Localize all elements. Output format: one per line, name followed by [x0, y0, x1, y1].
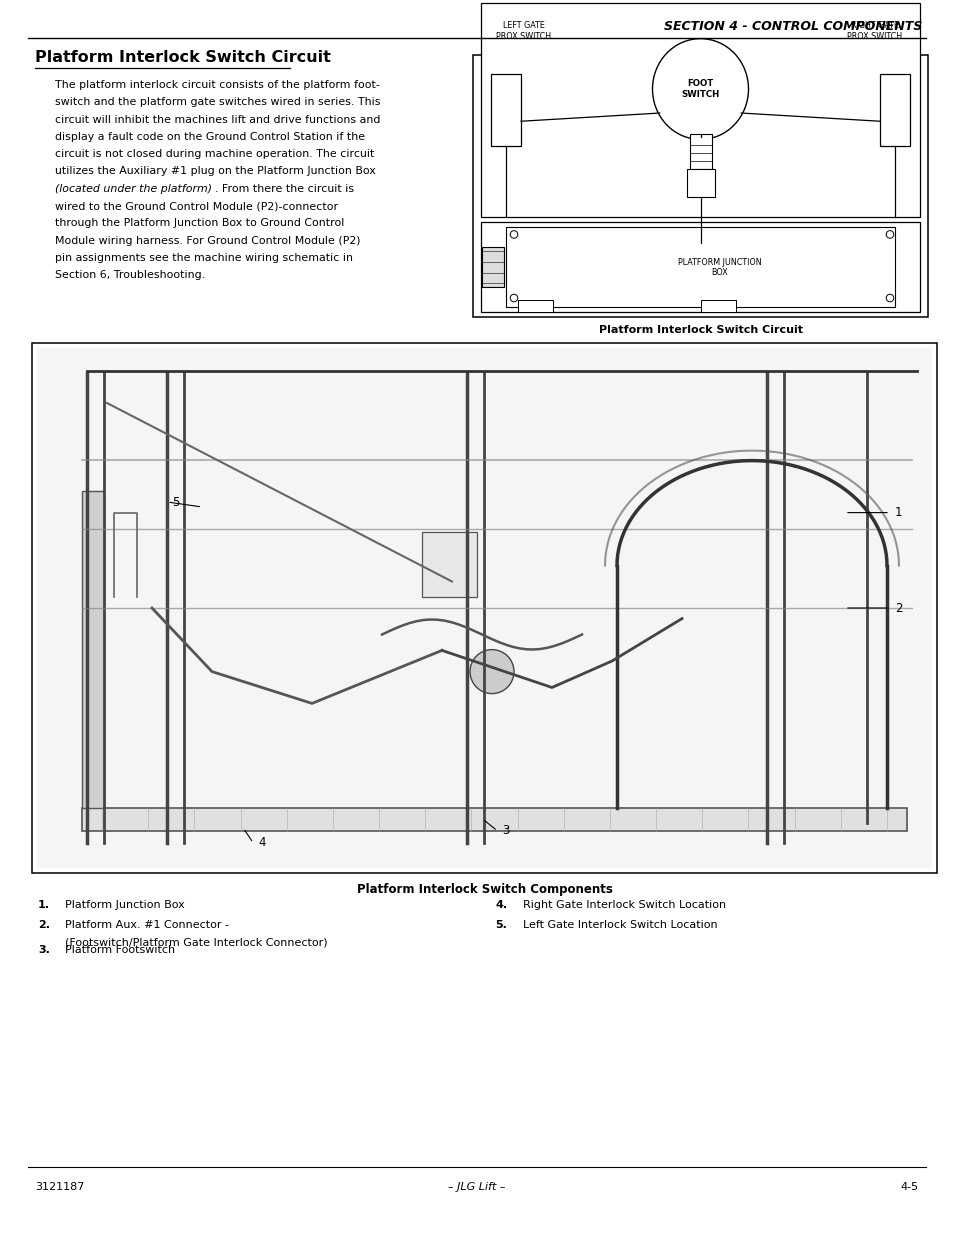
Bar	[517, 300, 553, 312]
Text: SECTION 4 - CONTROL COMPONENTS: SECTION 4 - CONTROL COMPONENTS	[663, 21, 921, 33]
Text: utilizes the Auxiliary #1 plug on the Platform Junction Box: utilizes the Auxiliary #1 plug on the Pl…	[55, 167, 375, 177]
Text: (located under the platform): (located under the platform)	[55, 184, 212, 194]
Text: The platform interlock circuit consists of the platform foot-: The platform interlock circuit consists …	[55, 80, 379, 90]
Text: Right Gate Interlock Switch Location: Right Gate Interlock Switch Location	[522, 900, 725, 910]
Bar	[480, 222, 919, 312]
Text: 3.: 3.	[38, 945, 50, 955]
Text: 5: 5	[172, 495, 179, 509]
Circle shape	[510, 231, 517, 238]
Text: Platform Interlock Switch Circuit: Platform Interlock Switch Circuit	[598, 325, 801, 335]
Text: Platform Footswitch: Platform Footswitch	[65, 945, 175, 955]
Text: PLATFORM JUNCTION
BOX: PLATFORM JUNCTION BOX	[678, 258, 760, 277]
Text: switch and the platform gate switches wired in series. This: switch and the platform gate switches wi…	[55, 98, 380, 107]
Text: Section 6, Troubleshooting.: Section 6, Troubleshooting.	[55, 270, 205, 280]
Bar	[473, 56, 927, 317]
Text: – JLG Lift –: – JLG Lift –	[448, 1182, 505, 1192]
Text: 4: 4	[258, 836, 266, 850]
Text: through the Platform Junction Box to Ground Control: through the Platform Junction Box to Gro…	[55, 219, 344, 228]
Bar	[480, 4, 919, 217]
Text: 2.: 2.	[38, 920, 50, 930]
Text: Platform Junction Box: Platform Junction Box	[65, 900, 185, 910]
Circle shape	[885, 231, 893, 238]
Text: FOOT
SWITCH: FOOT SWITCH	[680, 79, 719, 99]
Text: 1: 1	[894, 506, 902, 519]
Circle shape	[510, 294, 517, 301]
Text: LEFT GATE
PROX SWITCH: LEFT GATE PROX SWITCH	[496, 21, 551, 41]
Text: 5.: 5.	[495, 920, 506, 930]
Circle shape	[885, 294, 893, 301]
Text: pin assignments see the machine wiring schematic in: pin assignments see the machine wiring s…	[55, 253, 353, 263]
Text: display a fault code on the Ground Control Station if the: display a fault code on the Ground Contr…	[55, 132, 365, 142]
Polygon shape	[82, 808, 906, 831]
Bar	[32, 343, 936, 873]
Text: Module wiring harness. For Ground Control Module (P2): Module wiring harness. For Ground Contro…	[55, 236, 360, 246]
Bar	[879, 74, 909, 147]
Text: 3: 3	[502, 825, 510, 837]
Text: Platform Aux. #1 Connector -: Platform Aux. #1 Connector -	[65, 920, 229, 930]
Bar	[686, 169, 714, 198]
Text: circuit will inhibit the machines lift and drive functions and: circuit will inhibit the machines lift a…	[55, 115, 380, 125]
Text: wired to the Ground Control Module (P2)-connector: wired to the Ground Control Module (P2)-…	[55, 201, 337, 211]
Text: . From there the circuit is: . From there the circuit is	[214, 184, 354, 194]
Ellipse shape	[652, 38, 748, 140]
Bar	[37, 348, 931, 868]
Text: 1.: 1.	[38, 900, 50, 910]
Bar	[505, 227, 894, 308]
Text: RIGHT GATE
PROX SWITCH: RIGHT GATE PROX SWITCH	[846, 21, 902, 41]
Polygon shape	[82, 492, 104, 808]
Text: 4-5: 4-5	[900, 1182, 918, 1192]
Bar	[481, 247, 503, 287]
Text: 3121187: 3121187	[35, 1182, 84, 1192]
Text: Left Gate Interlock Switch Location: Left Gate Interlock Switch Location	[522, 920, 717, 930]
Text: 2: 2	[894, 601, 902, 615]
Bar	[491, 74, 520, 147]
Text: Platform Interlock Switch Components: Platform Interlock Switch Components	[356, 883, 612, 897]
Text: 4.: 4.	[495, 900, 507, 910]
Bar	[700, 300, 735, 312]
Bar	[689, 135, 711, 169]
Text: circuit is not closed during machine operation. The circuit: circuit is not closed during machine ope…	[55, 149, 374, 159]
Text: (Footswitch/Platform Gate Interlock Connector): (Footswitch/Platform Gate Interlock Conn…	[65, 937, 327, 947]
Circle shape	[470, 650, 514, 694]
Text: Platform Interlock Switch Circuit: Platform Interlock Switch Circuit	[35, 51, 331, 65]
Bar	[421, 532, 476, 598]
